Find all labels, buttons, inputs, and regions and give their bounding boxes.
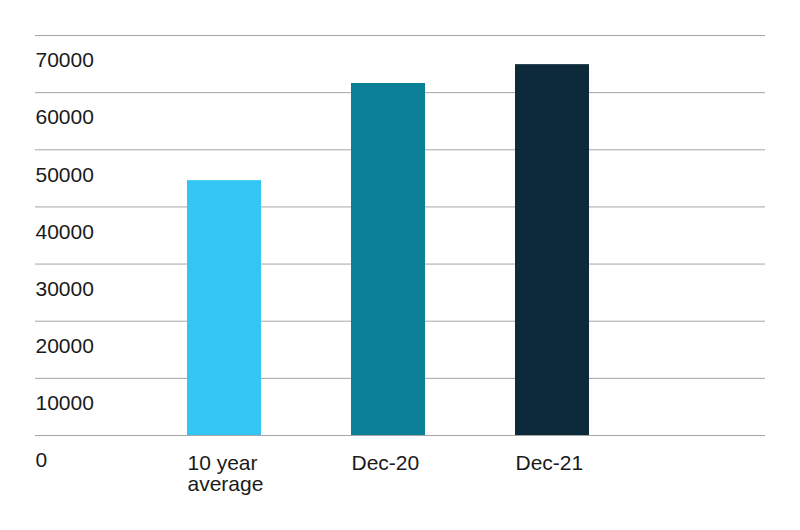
svg-text:0: 0 (36, 448, 48, 471)
svg-text:30000: 30000 (36, 277, 94, 300)
svg-text:20000: 20000 (36, 334, 94, 357)
svg-text:40000: 40000 (36, 220, 94, 243)
svg-text:70000: 70000 (36, 48, 94, 71)
svg-text:50000: 50000 (36, 163, 94, 186)
svg-text:60000: 60000 (36, 105, 94, 128)
svg-text:Dec-20: Dec-20 (352, 451, 420, 474)
svg-text:10000: 10000 (36, 391, 94, 414)
svg-text:Dec-21: Dec-21 (516, 451, 584, 474)
svg-text:10 yearaverage: 10 yearaverage (188, 451, 264, 495)
